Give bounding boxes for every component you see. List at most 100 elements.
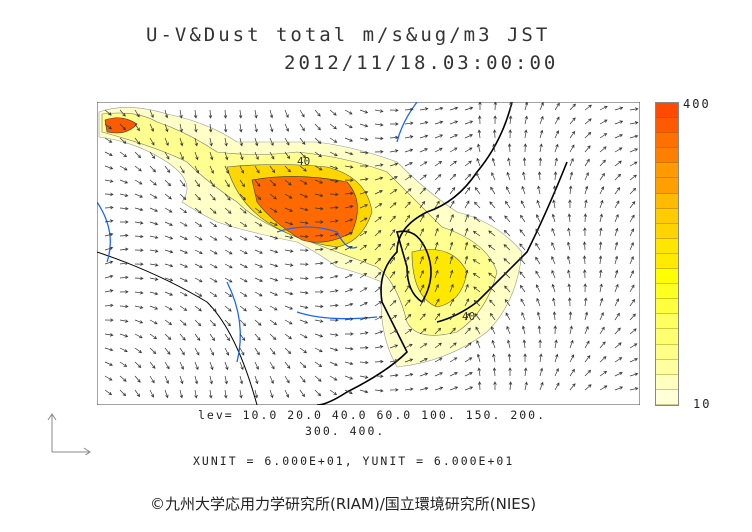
wind-arrow xyxy=(208,109,213,119)
wind-arrow xyxy=(488,272,496,279)
wind-arrow xyxy=(551,227,556,237)
wind-arrow xyxy=(614,241,619,251)
wind-arrow xyxy=(567,283,571,293)
wind-arrow xyxy=(478,115,482,125)
wind-arrow xyxy=(582,255,587,265)
colorbar-band xyxy=(656,359,678,375)
wind-arrow xyxy=(535,242,541,251)
wind-arrow xyxy=(344,123,353,129)
wind-vectors xyxy=(104,102,639,399)
wind-arrow xyxy=(209,305,217,312)
wind-arrow xyxy=(104,232,114,237)
wind-arrow xyxy=(119,193,129,197)
wind-arrow xyxy=(598,241,603,251)
wind-arrow xyxy=(239,207,247,214)
wind-arrow xyxy=(507,353,512,363)
wind-arrow xyxy=(104,303,114,308)
wind-arrow xyxy=(314,333,324,338)
wind-arrow xyxy=(164,123,169,133)
wind-arrow xyxy=(209,319,216,327)
wind-arrow xyxy=(239,389,243,399)
wind-arrow xyxy=(104,333,114,337)
wind-arrow xyxy=(119,220,129,224)
wind-arrow xyxy=(569,339,574,349)
wind-arrow xyxy=(374,345,384,349)
wind-arrow xyxy=(629,298,636,307)
wind-arrow xyxy=(464,283,469,293)
wind-arrow xyxy=(614,255,619,265)
wind-arrow xyxy=(419,214,425,223)
wind-arrow xyxy=(269,305,278,311)
wind-arrow xyxy=(584,145,591,153)
wind-arrow xyxy=(583,297,588,307)
wind-arrow xyxy=(359,258,367,265)
wind-arrow xyxy=(505,200,511,209)
wind-arrow xyxy=(329,347,339,352)
wind-arrow xyxy=(599,312,604,321)
wind-arrow xyxy=(476,339,481,349)
wind-arrow xyxy=(476,353,481,363)
wind-arrow xyxy=(419,343,428,349)
wind-arrow xyxy=(223,109,228,119)
wind-arrow xyxy=(522,339,527,349)
wind-arrow xyxy=(224,277,233,283)
wind-arrow xyxy=(554,368,559,377)
wind-arrow xyxy=(224,249,233,255)
wind-arrow xyxy=(314,275,324,280)
wind-arrow xyxy=(488,215,496,223)
wind-arrow xyxy=(614,283,619,293)
wind-arrow xyxy=(359,316,369,321)
wind-arrow xyxy=(164,291,174,296)
wind-arrow xyxy=(599,159,606,167)
wind-arrow xyxy=(374,203,383,209)
wind-arrow xyxy=(551,256,556,265)
wind-arrow xyxy=(254,291,263,297)
wind-arrow xyxy=(134,290,144,295)
wind-arrow xyxy=(329,246,339,251)
wind-arrow xyxy=(374,109,384,113)
wind-arrow xyxy=(134,248,144,252)
wind-arrow xyxy=(599,172,605,181)
wind-arrow xyxy=(119,123,126,131)
wind-arrow xyxy=(224,291,233,297)
wind-arrow xyxy=(419,228,424,237)
wind-arrow xyxy=(299,305,309,310)
wind-arrow xyxy=(554,143,559,153)
wind-arrow xyxy=(224,333,231,342)
wind-arrow xyxy=(254,333,261,341)
wind-arrow xyxy=(404,270,410,279)
wind-arrow xyxy=(224,235,233,241)
wind-arrow xyxy=(284,165,291,173)
colorbar-band xyxy=(656,223,678,239)
colorbar-band xyxy=(656,329,678,345)
wind-arrow xyxy=(194,291,203,297)
wind-arrow xyxy=(584,158,590,167)
wind-arrow xyxy=(209,207,217,214)
wind-arrow xyxy=(164,319,173,326)
wind-arrow xyxy=(614,200,620,209)
wind-arrow xyxy=(537,185,541,195)
wind-arrow xyxy=(164,277,174,282)
wind-arrow xyxy=(269,291,279,296)
wind-arrow xyxy=(629,187,637,195)
wind-arrow xyxy=(314,361,323,367)
wind-arrow xyxy=(404,121,414,126)
wind-arrow xyxy=(464,269,469,279)
wind-arrow xyxy=(359,123,369,128)
wind-arrow xyxy=(523,367,528,377)
wind-arrow xyxy=(104,318,114,322)
wind-arrow xyxy=(134,305,144,309)
wind-arrow xyxy=(344,332,354,336)
wind-arrow xyxy=(551,241,556,251)
wind-arrow xyxy=(164,207,173,213)
wind-arrow xyxy=(239,305,247,312)
colorbar-band xyxy=(656,118,678,134)
wind-arrow xyxy=(419,121,429,125)
wind-arrow xyxy=(284,137,290,146)
wind-arrow xyxy=(359,331,369,335)
wind-arrow xyxy=(194,249,203,255)
wind-arrow xyxy=(374,136,384,141)
wind-arrow xyxy=(449,160,457,167)
wind-arrow xyxy=(404,343,413,349)
wind-arrow xyxy=(569,103,576,111)
